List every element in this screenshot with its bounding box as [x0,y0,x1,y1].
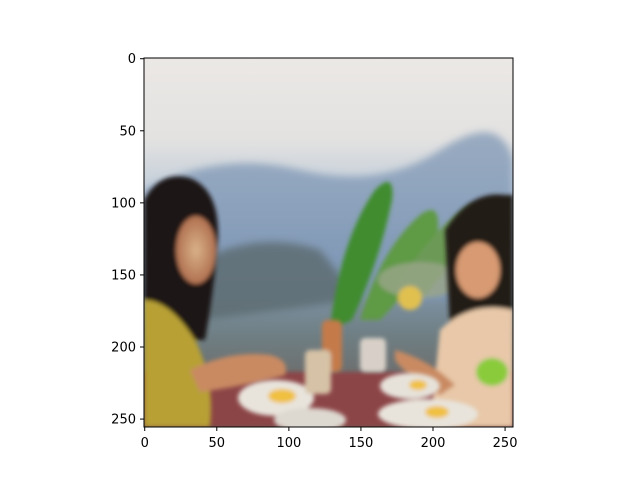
x-tick-label: 0 [141,436,149,451]
axes-frame [143,57,514,428]
x-axis: 0 50 100 150 200 250 [141,427,518,451]
y-tick-label: 50 [119,124,136,139]
x-tick-label: 50 [209,436,226,451]
y-tick-label: 250 [111,413,136,428]
y-tick-label: 100 [111,196,136,211]
mid-hills [200,242,360,320]
x-tick-label: 200 [421,436,446,451]
y-tick-label: 150 [111,268,136,283]
x-tick-label: 150 [349,436,374,451]
y-axis: 0 50 100 150 200 250 [111,52,144,428]
plates [238,320,478,427]
person-left [144,176,286,427]
image-content [144,58,513,427]
x-tick-label: 250 [493,436,518,451]
x-tick-label: 100 [276,436,301,451]
person-right [395,194,513,427]
y-tick-label: 200 [111,341,136,356]
y-tick-label: 0 [128,52,136,67]
